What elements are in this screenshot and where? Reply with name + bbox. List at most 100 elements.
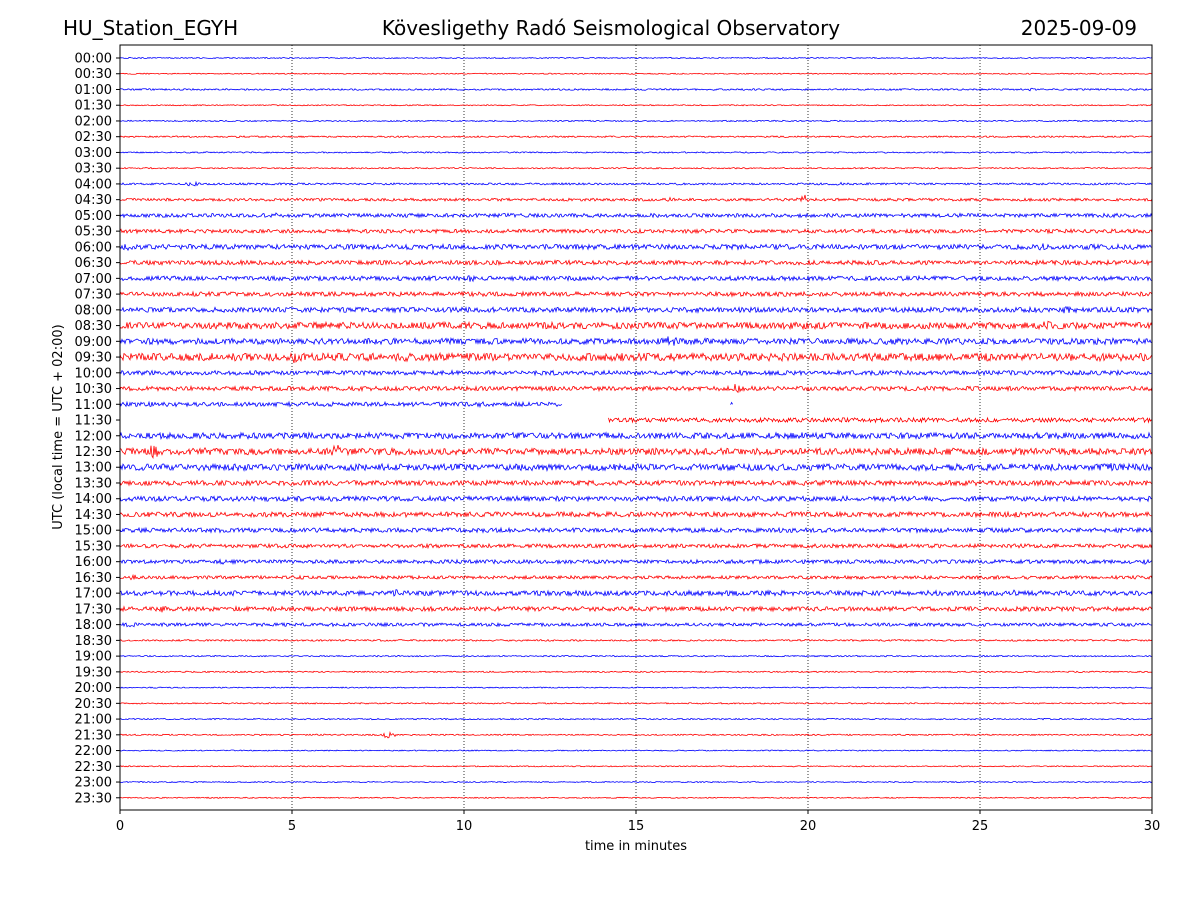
station-name: HU_Station_EGYH	[63, 16, 239, 40]
trace-0400	[119, 180, 1153, 187]
y-tick-label: 15:00	[75, 524, 112, 539]
trace-1430	[119, 510, 1153, 519]
trace-0300	[119, 151, 1153, 154]
y-tick-label: 20:30	[75, 697, 112, 712]
y-tick-label: 05:30	[75, 225, 112, 240]
x-tick-label: 0	[116, 819, 124, 834]
trace-0900	[119, 336, 1153, 346]
trace-0600	[119, 242, 1153, 252]
x-tick-label: 20	[800, 819, 817, 834]
y-tick-label: 17:30	[75, 602, 112, 617]
trace-1230	[119, 444, 1153, 459]
trace-2330	[119, 796, 1153, 799]
trace-1400	[119, 494, 1153, 503]
y-tick-label: 00:30	[75, 67, 112, 82]
y-axis-tick-labels: 00:0000:3001:0001:3002:0002:3003:0003:30…	[75, 52, 120, 806]
trace-0200	[119, 119, 1153, 123]
y-tick-label: 08:30	[75, 319, 112, 334]
trace-0830	[119, 320, 1153, 331]
y-tick-label: 16:00	[75, 555, 112, 570]
y-tick-label: 07:00	[75, 272, 112, 287]
trace-1630	[119, 573, 1153, 581]
x-tick-label: 30	[1144, 819, 1161, 834]
y-tick-label: 06:00	[75, 240, 112, 255]
trace-0330	[119, 166, 1153, 170]
trace-0230	[119, 135, 1153, 139]
trace-1130	[608, 416, 1152, 424]
chart-title: Kövesligethy Radó Seismological Observat…	[381, 16, 841, 40]
trace-1600	[119, 558, 1153, 566]
y-tick-label: 01:00	[75, 83, 112, 98]
y-tick-label: 15:30	[75, 539, 112, 554]
x-tick-label: 10	[456, 819, 473, 834]
grid-lines	[291, 45, 981, 810]
trace-2200	[119, 749, 1153, 752]
trace-0800	[119, 305, 1153, 314]
y-tick-label: 07:30	[75, 288, 112, 303]
y-tick-label: 23:00	[75, 776, 112, 791]
trace-1800	[119, 621, 1153, 628]
y-tick-label: 21:00	[75, 713, 112, 728]
y-tick-label: 04:30	[75, 193, 112, 208]
trace-0100	[119, 87, 1153, 92]
seismogram-traces	[119, 56, 1153, 799]
y-tick-label: 22:00	[75, 744, 112, 759]
y-tick-label: 22:30	[75, 760, 112, 775]
y-tick-label: 11:00	[75, 398, 112, 413]
trace-1100	[119, 400, 733, 409]
x-tick-label: 25	[972, 819, 989, 834]
trace-0130	[119, 104, 1153, 107]
trace-0000	[119, 56, 1153, 60]
y-tick-label: 13:30	[75, 476, 112, 491]
trace-0530	[119, 227, 1153, 235]
y-tick-label: 21:30	[75, 728, 112, 743]
y-tick-label: 23:30	[75, 791, 112, 806]
y-tick-label: 11:30	[75, 414, 112, 429]
y-tick-label: 04:00	[75, 177, 112, 192]
x-axis-label: time in minutes	[585, 839, 687, 854]
trace-1730	[119, 605, 1153, 613]
trace-1700	[119, 589, 1153, 598]
trace-0700	[119, 274, 1153, 283]
trace-0930	[119, 351, 1153, 364]
trace-1030	[119, 383, 1153, 394]
trace-1200	[119, 431, 1153, 441]
y-tick-label: 12:00	[75, 429, 112, 444]
y-tick-label: 19:00	[75, 650, 112, 665]
y-tick-label: 10:00	[75, 366, 112, 381]
y-tick-label: 13:00	[75, 461, 112, 476]
y-tick-label: 09:30	[75, 351, 112, 366]
chart-date: 2025-09-09	[1020, 16, 1137, 40]
trace-1000	[119, 369, 1153, 377]
trace-1830	[119, 638, 1153, 642]
trace-0500	[119, 212, 1153, 219]
trace-0630	[119, 258, 1153, 267]
y-tick-label: 10:30	[75, 382, 112, 397]
trace-2130	[119, 730, 1153, 739]
y-tick-label: 18:30	[75, 634, 112, 649]
y-tick-label: 09:00	[75, 335, 112, 350]
trace-0030	[119, 72, 1153, 75]
plot-frame	[119, 44, 1153, 811]
x-axis-tick-labels: 0 5 10 15 20 25 30	[116, 810, 1160, 834]
y-tick-label: 08:00	[75, 303, 112, 318]
trace-2000	[119, 686, 1153, 689]
y-tick-label: 03:30	[75, 162, 112, 177]
y-tick-label: 00:00	[75, 52, 112, 67]
y-tick-label: 20:00	[75, 681, 112, 696]
x-tick-label: 5	[288, 819, 296, 834]
y-tick-label: 16:30	[75, 571, 112, 586]
y-tick-label: 12:30	[75, 445, 112, 460]
trace-1930	[119, 670, 1153, 674]
trace-0730	[119, 290, 1153, 298]
trace-2030	[119, 702, 1153, 705]
y-tick-label: 18:00	[75, 618, 112, 633]
y-tick-label: 19:30	[75, 665, 112, 680]
trace-1530	[119, 542, 1153, 550]
trace-1500	[119, 526, 1153, 534]
trace-1900	[119, 654, 1153, 658]
trace-1300	[119, 462, 1153, 472]
y-tick-label: 05:00	[75, 209, 112, 224]
y-tick-label: 02:00	[75, 114, 112, 129]
